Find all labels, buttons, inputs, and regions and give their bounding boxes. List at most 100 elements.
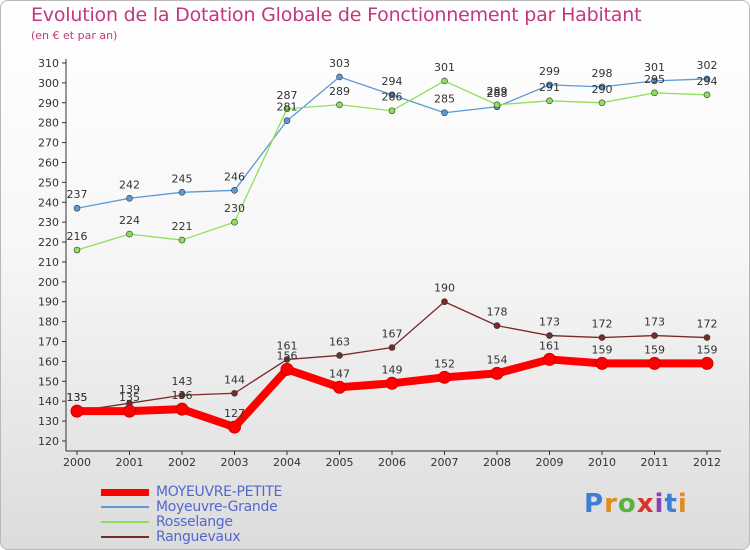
data-label: 288 — [487, 87, 508, 100]
proxiti-logo: Proxiti — [584, 489, 688, 519]
legend-label: MOYEUVRE-PETITE — [156, 484, 283, 500]
data-label: 291 — [539, 81, 560, 94]
data-label: 147 — [329, 367, 350, 380]
x-tick-label: 2000 — [63, 456, 91, 469]
data-point — [438, 370, 451, 384]
data-point — [441, 77, 448, 85]
legend-swatch — [101, 506, 149, 508]
data-label: 173 — [644, 316, 665, 329]
data-point — [546, 97, 553, 105]
x-tick-label: 2009 — [536, 456, 564, 469]
x-tick-label: 2003 — [221, 456, 249, 469]
y-tick-label: 130 — [38, 415, 59, 428]
data-point — [598, 83, 606, 91]
x-tick-label: 2002 — [168, 456, 196, 469]
data-point — [336, 73, 343, 81]
data-label: 281 — [277, 101, 298, 114]
y-tick-label: 250 — [38, 176, 59, 189]
logo-letter: x — [636, 489, 655, 519]
data-point — [280, 362, 294, 376]
logo-letter: i — [654, 489, 665, 519]
data-label: 135 — [67, 391, 88, 404]
data-label: 136 — [172, 389, 193, 402]
data-label: 299 — [539, 65, 560, 78]
y-tick-label: 150 — [38, 375, 59, 388]
data-label: 242 — [119, 178, 140, 191]
data-label: 159 — [644, 343, 665, 356]
data-point — [648, 356, 661, 370]
y-tick-label: 310 — [38, 57, 59, 70]
data-label: 172 — [697, 318, 718, 331]
logo-letter: P — [584, 489, 605, 519]
x-tick-label: 2008 — [483, 456, 511, 469]
data-label: 245 — [172, 172, 193, 185]
data-label: 172 — [592, 318, 613, 331]
x-tick-label: 2007 — [431, 456, 459, 469]
data-label: 139 — [119, 383, 140, 396]
data-label: 302 — [697, 59, 718, 72]
data-point — [126, 194, 133, 202]
data-point — [283, 356, 291, 363]
data-label: 173 — [539, 316, 560, 329]
data-point — [598, 99, 606, 107]
y-tick-label: 290 — [38, 97, 59, 110]
data-label: 161 — [277, 339, 298, 352]
data-label: 127 — [224, 407, 245, 420]
y-tick-label: 160 — [38, 355, 59, 368]
data-point — [178, 391, 186, 399]
data-point — [70, 404, 84, 418]
data-point — [441, 298, 448, 306]
data-point — [175, 402, 189, 416]
data-label: 237 — [67, 188, 88, 201]
y-tick-label: 190 — [38, 296, 59, 309]
legend-label: Moyeuvre-Grande — [156, 499, 278, 515]
data-point — [283, 117, 291, 124]
data-point — [385, 376, 399, 390]
data-point — [493, 322, 501, 329]
y-tick-label: 240 — [38, 196, 59, 209]
legend-label: Rosselange — [156, 514, 233, 530]
data-point — [231, 218, 238, 226]
y-tick-label: 230 — [38, 216, 59, 229]
y-tick-label: 170 — [38, 336, 59, 349]
data-label: 159 — [592, 343, 613, 356]
y-tick-label: 120 — [38, 435, 59, 448]
data-point — [441, 109, 448, 117]
x-tick-label: 2005 — [326, 456, 354, 469]
data-point — [73, 246, 81, 254]
data-point — [651, 332, 658, 339]
y-tick-label: 270 — [38, 137, 59, 150]
data-label: 290 — [592, 83, 613, 96]
data-label: 143 — [172, 375, 193, 388]
y-tick-label: 140 — [38, 395, 59, 408]
logo-letter: o — [617, 489, 637, 519]
data-label: 224 — [119, 214, 140, 227]
data-point — [490, 366, 504, 380]
data-label: 156 — [277, 349, 298, 362]
data-label: 285 — [434, 93, 455, 106]
x-tick-label: 2006 — [378, 456, 406, 469]
data-point — [546, 332, 553, 339]
data-point — [283, 105, 291, 113]
data-point — [493, 101, 501, 109]
chart-subtitle: (en € et par an) — [31, 29, 118, 42]
logo-letter: r — [604, 489, 618, 519]
y-tick-label: 210 — [38, 256, 59, 269]
legend-swatch — [101, 536, 149, 538]
x-tick-label: 2001 — [116, 456, 144, 469]
data-label: 289 — [487, 85, 508, 98]
data-point — [651, 89, 658, 97]
data-label: 230 — [224, 202, 245, 215]
data-label: 301 — [644, 61, 665, 74]
data-point — [178, 189, 186, 196]
data-point — [231, 389, 238, 397]
x-tick-label: 2004 — [273, 456, 301, 469]
data-point — [595, 356, 609, 370]
data-label: 295 — [644, 73, 665, 86]
data-point — [388, 91, 396, 99]
data-label: 294 — [697, 75, 718, 88]
data-label: 216 — [67, 230, 88, 243]
data-point — [388, 344, 396, 351]
